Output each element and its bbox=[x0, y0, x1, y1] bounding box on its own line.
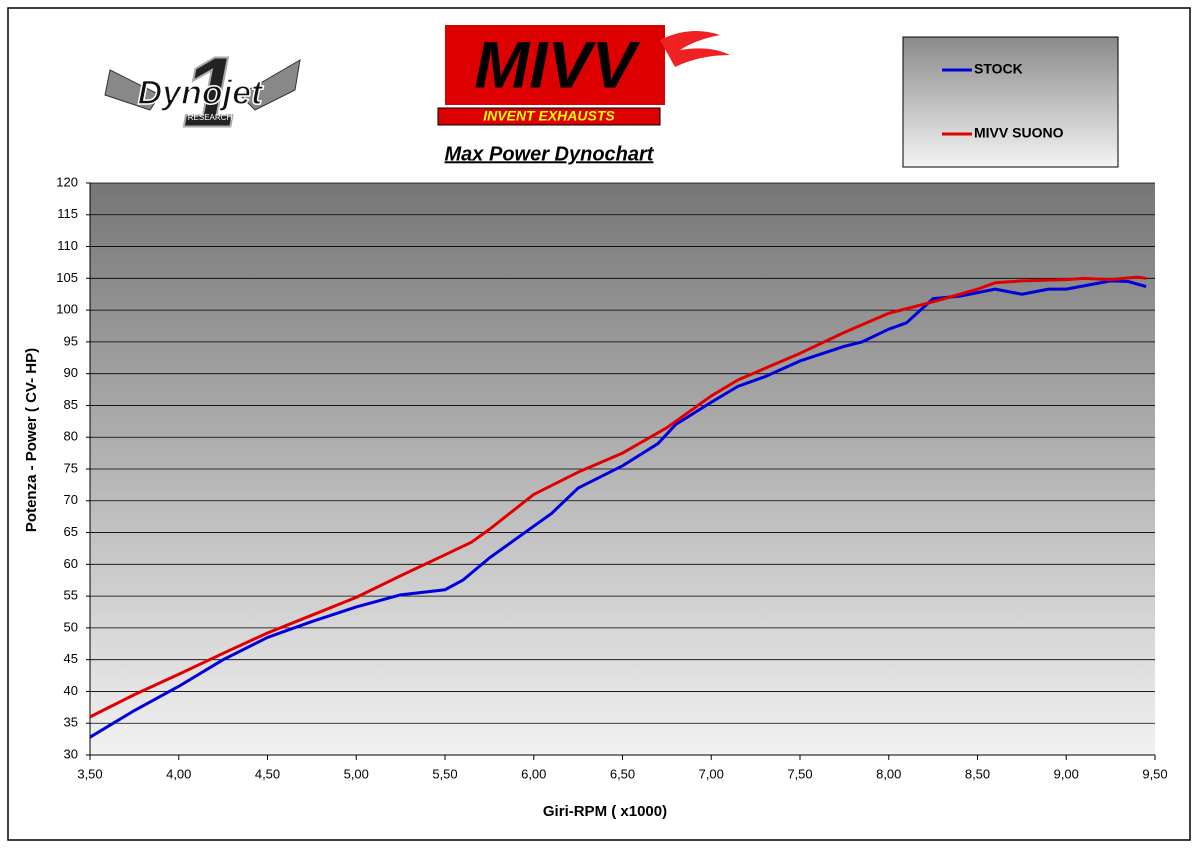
y-tick-label: 70 bbox=[64, 492, 78, 507]
y-tick-label: 95 bbox=[64, 333, 78, 348]
y-tick-label: 50 bbox=[64, 619, 78, 634]
logo-tagline: RESEARCH bbox=[188, 113, 233, 122]
y-tick-label: 60 bbox=[64, 556, 78, 571]
x-tick-label: 6,00 bbox=[521, 766, 546, 781]
y-tick-label: 115 bbox=[57, 206, 78, 221]
x-tick-label: 7,50 bbox=[787, 766, 812, 781]
legend-label: STOCK bbox=[974, 61, 1023, 77]
logo-right: MIVV INVENT EXHAUSTS bbox=[437, 25, 730, 126]
logo-number: 1 bbox=[182, 36, 238, 148]
x-tick-label: 8,00 bbox=[876, 766, 901, 781]
x-tick-label: 7,00 bbox=[699, 766, 724, 781]
logo-text: MIVV bbox=[474, 27, 640, 101]
x-tick-label: 6,50 bbox=[610, 766, 635, 781]
x-tick-label: 5,50 bbox=[432, 766, 457, 781]
series-line bbox=[89, 275, 1147, 719]
logo-flame bbox=[660, 31, 730, 67]
y-tick-label: 100 bbox=[56, 302, 78, 317]
y-tick-label: 55 bbox=[64, 588, 78, 603]
y-tick-label: 90 bbox=[64, 365, 78, 380]
series-line bbox=[89, 279, 1147, 739]
y-tick-label: 80 bbox=[64, 429, 78, 444]
logo-tagline: INVENT EXHAUSTS bbox=[483, 108, 615, 124]
x-tick-label: 4,00 bbox=[166, 766, 191, 781]
y-tick-label: 30 bbox=[64, 746, 78, 761]
y-tick-label: 120 bbox=[56, 174, 78, 189]
y-tick-label: 105 bbox=[56, 270, 78, 285]
y-tick-label: 45 bbox=[64, 651, 78, 666]
x-tick-label: 4,50 bbox=[255, 766, 280, 781]
chart-title: Max Power Dynochart bbox=[445, 143, 655, 165]
x-tick-label: 9,00 bbox=[1054, 766, 1079, 781]
x-tick-label: 8,50 bbox=[965, 766, 990, 781]
logo-text: Dynojet bbox=[138, 74, 264, 112]
x-tick-label: 5,00 bbox=[344, 766, 369, 781]
logo-left: 1 Dynojet RESEARCH bbox=[104, 35, 301, 149]
y-tick-label: 85 bbox=[64, 397, 78, 412]
logo-box bbox=[445, 25, 665, 105]
x-tick-label: 9,50 bbox=[1142, 766, 1167, 781]
y-tick-label: 40 bbox=[64, 683, 78, 698]
logo-banner bbox=[437, 107, 661, 126]
y-tick-label: 110 bbox=[57, 238, 78, 253]
y-axis-label: Potenza - Power ( CV- HP) bbox=[23, 348, 40, 532]
y-tick-label: 75 bbox=[64, 460, 78, 475]
legend-label: MIVV SUONO bbox=[974, 125, 1064, 141]
x-axis-label: Giri-RPM ( x1000) bbox=[543, 803, 667, 820]
legend bbox=[902, 36, 1119, 168]
y-tick-label: 65 bbox=[64, 524, 78, 539]
y-tick-label: 35 bbox=[64, 715, 78, 730]
x-tick-label: 3,50 bbox=[77, 766, 102, 781]
